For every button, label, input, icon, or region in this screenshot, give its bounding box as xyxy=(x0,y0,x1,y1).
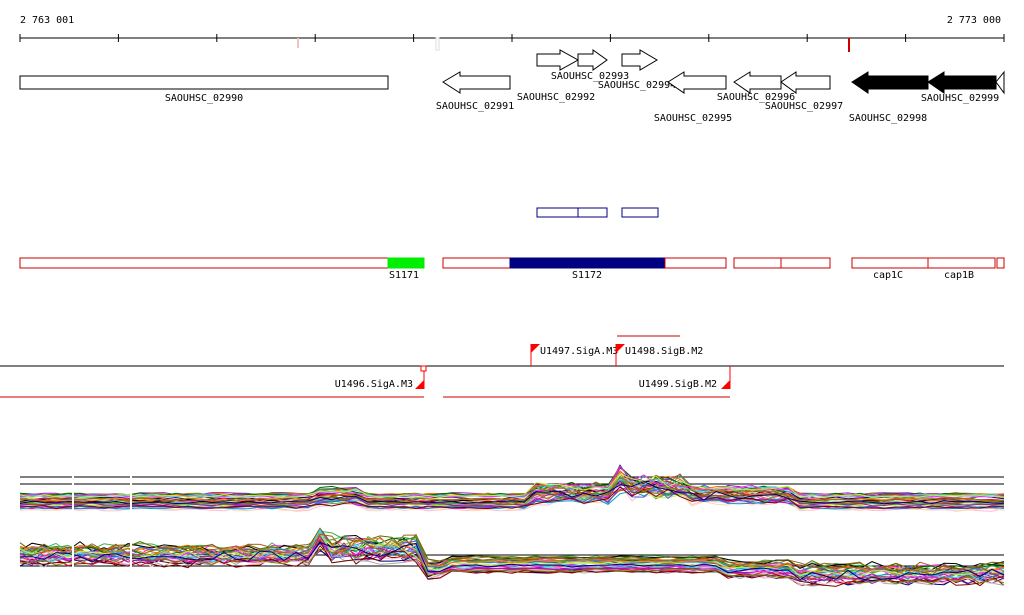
promoter-label: U1499.SigB.M2 xyxy=(639,379,717,390)
segment-s1172[interactable]: S1172 xyxy=(509,257,666,281)
blue-box-1[interactable] xyxy=(536,207,579,218)
gene-saouhsc-02990[interactable]: SAOUHSC_02990 xyxy=(19,75,389,104)
promoter-u1497-siga-m3[interactable]: U1497.SigA.M3 xyxy=(530,344,618,366)
segment-track: S1171 S1172 cap1C cap1B xyxy=(19,257,1005,281)
gene-saouhsc-02995[interactable]: SAOUHSC_02995 xyxy=(654,71,732,124)
promoter-label: U1497.SigA.M3 xyxy=(540,346,618,357)
gene-label: SAOUHSC_02999 xyxy=(921,93,999,104)
expression-panel-bottom xyxy=(19,527,1005,587)
segment-label: S1171 xyxy=(389,270,419,281)
gene-saouhsc-02992[interactable]: SAOUHSC_02992 xyxy=(517,49,595,103)
segment-label: S1172 xyxy=(572,270,602,281)
promoter-track: U1497.SigA.M3 U1498.SigB.M2 U1496.SigA.M… xyxy=(0,335,1004,398)
segment-cap1b[interactable]: cap1B xyxy=(927,257,996,281)
gene-label: SAOUHSC_02992 xyxy=(517,92,595,103)
ruler-start-label: 2 763 001 xyxy=(20,15,74,26)
promoter-u1496-siga-m3[interactable]: U1496.SigA.M3 xyxy=(335,365,427,390)
promoter-u1499-sigb-m2[interactable]: U1499.SigB.M2 xyxy=(639,366,731,390)
ruler-end-label: 2 773 000 xyxy=(947,15,1001,26)
gene-label: SAOUHSC_02993 xyxy=(551,71,629,82)
coordinate-ruler: 2 763 001 2 773 000 xyxy=(19,15,1005,52)
gene-track: SAOUHSC_02990 SAOUHSC_02991 SAOUHSC_0299… xyxy=(19,49,1005,124)
expression-panel-top xyxy=(19,464,1005,512)
gene-saouhsc-02991[interactable]: SAOUHSC_02991 xyxy=(436,71,514,112)
gene-label: SAOUHSC_02998 xyxy=(849,113,927,124)
gene-saouhsc-02993[interactable]: SAOUHSC_02993 xyxy=(551,49,629,82)
segment-6[interactable] xyxy=(996,257,1005,269)
segment-2[interactable] xyxy=(442,257,511,269)
gene-saouhsc-02994[interactable]: SAOUHSC_02994 xyxy=(598,49,676,91)
gene-label: SAOUHSC_02997 xyxy=(765,101,843,112)
segment-s1171[interactable]: S1171 xyxy=(387,257,425,281)
promoter-label: U1496.SigA.M3 xyxy=(335,379,413,390)
segment-5[interactable] xyxy=(780,257,831,269)
gene-saouhsc-02999[interactable]: SAOUHSC_02999 xyxy=(921,70,1005,104)
segment-1[interactable] xyxy=(19,257,389,269)
segment-label: cap1C xyxy=(873,270,903,281)
segment-4[interactable] xyxy=(733,257,782,269)
segment-3[interactable] xyxy=(664,257,727,269)
gene-saouhsc-02998[interactable]: SAOUHSC_02998 xyxy=(849,71,929,124)
gene-label: SAOUHSC_02994 xyxy=(598,80,676,91)
blue-feature-track xyxy=(536,207,659,218)
gene-saouhsc-02996[interactable]: SAOUHSC_02996 xyxy=(717,71,795,103)
gene-label: SAOUHSC_02996 xyxy=(717,92,795,103)
blue-box-2[interactable] xyxy=(577,207,608,218)
segment-label: cap1B xyxy=(944,270,974,281)
gene-label: SAOUHSC_02990 xyxy=(165,93,243,104)
promoter-label: U1498.SigB.M2 xyxy=(625,346,703,357)
segment-cap1c[interactable]: cap1C xyxy=(851,257,929,281)
gene-label: SAOUHSC_02991 xyxy=(436,101,514,112)
gene-label: SAOUHSC_02995 xyxy=(654,113,732,124)
gene-saouhsc-02997[interactable]: SAOUHSC_02997 xyxy=(765,71,843,112)
promoter-u1498-sigb-m2[interactable]: U1498.SigB.M2 xyxy=(615,344,703,366)
blue-box-3[interactable] xyxy=(621,207,659,218)
